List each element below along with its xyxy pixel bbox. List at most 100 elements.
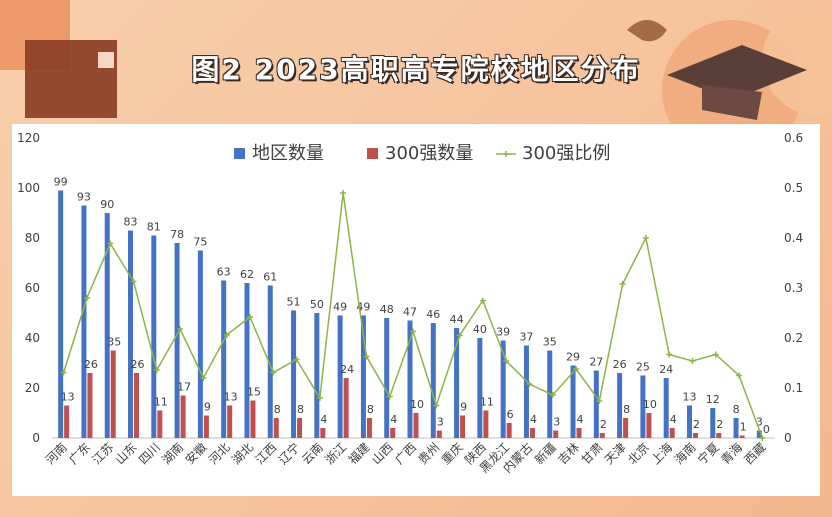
bar-top300-count <box>553 430 559 438</box>
data-label-top300: 26 <box>131 358 145 371</box>
bar-top300-count <box>250 400 256 438</box>
x-tick-label: 山东 <box>113 440 140 467</box>
ratio-point <box>712 351 719 358</box>
bar-top300-count <box>227 405 233 438</box>
ratio-point <box>479 297 486 304</box>
data-label-region: 37 <box>519 331 533 344</box>
bar-region-count <box>407 320 413 438</box>
data-label-top300: 2 <box>600 418 607 431</box>
x-tick-label: 辽宁 <box>275 440 303 468</box>
data-label-region: 13 <box>682 391 696 404</box>
ratio-point <box>246 314 253 320</box>
data-label-region: 25 <box>636 361 650 374</box>
data-label-region: 61 <box>263 271 277 284</box>
bar-region-count <box>314 313 320 438</box>
x-tick-label: 江西 <box>252 440 279 467</box>
x-tick-label: 湖南 <box>159 440 187 468</box>
data-label-region: 29 <box>566 351 580 364</box>
data-label-region: 81 <box>147 221 161 234</box>
bar-top300-count <box>716 433 722 438</box>
y2-tick-label: 0.4 <box>784 231 803 245</box>
data-label-top300: 8 <box>274 403 281 416</box>
data-label-top300: 11 <box>480 396 494 409</box>
ratio-point <box>270 369 277 376</box>
legend-label-region: 地区数量 <box>252 143 324 164</box>
x-tick-label: 西藏 <box>742 440 769 467</box>
x-tick-label: 重庆 <box>439 440 466 467</box>
bar-region-count <box>197 250 203 438</box>
data-label-region: 78 <box>170 228 184 241</box>
bar-top300-count <box>646 413 652 438</box>
y-tick-label: 20 <box>25 381 40 395</box>
bar-region-count <box>384 318 390 438</box>
bar-top300-count <box>157 410 163 438</box>
data-label-region: 24 <box>659 363 673 376</box>
ratio-point <box>573 366 580 372</box>
y2-tick-label: 0.6 <box>784 131 803 145</box>
ratio-point <box>456 332 463 339</box>
bar-region-count <box>337 315 343 438</box>
data-label-region: 75 <box>193 236 207 249</box>
data-label-region: 39 <box>496 326 510 339</box>
bar-region-count <box>454 328 460 438</box>
ratio-point <box>689 358 696 364</box>
x-tick-label: 云南 <box>298 440 326 468</box>
bar-top300-count <box>343 378 349 438</box>
x-tick-label: 山西 <box>369 440 396 467</box>
bar-region-count <box>291 310 297 438</box>
y-tick-label: 40 <box>25 331 40 345</box>
bar-top300-count <box>320 428 326 438</box>
bar-region-count <box>267 285 273 438</box>
ratio-point <box>386 393 393 400</box>
ratio-point <box>642 235 649 241</box>
combo-chart: 02040608010012000.10.20.30.40.50.69913河南… <box>17 131 803 476</box>
bar-top300-count <box>506 423 512 438</box>
data-label-top300: 26 <box>84 358 98 371</box>
bar-top300-count <box>110 350 116 438</box>
y-tick-label: 120 <box>17 131 40 145</box>
bar-top300-count <box>180 395 186 438</box>
bar-region-count <box>174 243 180 438</box>
y-tick-label: 80 <box>25 231 40 245</box>
ratio-point <box>223 332 230 338</box>
x-tick-label: 江苏 <box>89 440 116 467</box>
data-label-region: 47 <box>403 306 417 319</box>
data-label-region: 93 <box>77 191 91 204</box>
data-label-region: 62 <box>240 268 254 281</box>
x-tick-label: 上海 <box>648 440 676 468</box>
ratio-point <box>410 328 416 335</box>
x-tick-label: 青海 <box>718 440 746 468</box>
data-label-top300: 4 <box>530 413 537 426</box>
ratio-point <box>83 295 90 301</box>
ratio-point <box>503 358 510 364</box>
bar-region-count <box>221 280 227 438</box>
bar-region-count <box>430 323 436 438</box>
data-label-top300: 1 <box>740 421 747 434</box>
bar-top300-count <box>203 415 209 438</box>
y2-tick-label: 0.3 <box>784 281 803 295</box>
decor-square <box>98 52 114 68</box>
data-label-top300: 4 <box>670 413 677 426</box>
data-label-top300: 4 <box>320 413 327 426</box>
ratio-point <box>107 240 114 247</box>
data-label-top300: 10 <box>410 398 424 411</box>
data-label-region: 46 <box>426 308 440 321</box>
x-tick-label: 新疆 <box>531 440 559 468</box>
data-label-top300: 17 <box>177 381 191 394</box>
x-tick-label: 北京 <box>625 440 652 467</box>
data-label-top300: 2 <box>693 418 700 431</box>
bar-top300-count <box>390 428 396 438</box>
bar-top300-count <box>669 428 675 438</box>
ratio-point <box>130 278 137 285</box>
x-tick-label: 河北 <box>206 440 233 467</box>
bar-top300-count <box>413 413 419 438</box>
x-tick-label: 广东 <box>66 440 93 467</box>
data-label-region: 40 <box>473 323 487 336</box>
bar-region-count <box>81 205 87 438</box>
x-tick-label: 天津 <box>602 440 629 467</box>
ratio-point <box>177 326 184 332</box>
bar-top300-count <box>64 405 70 438</box>
ratio-point <box>549 392 556 398</box>
bar-top300-count <box>529 428 535 438</box>
legend-swatch-top300 <box>367 148 378 159</box>
